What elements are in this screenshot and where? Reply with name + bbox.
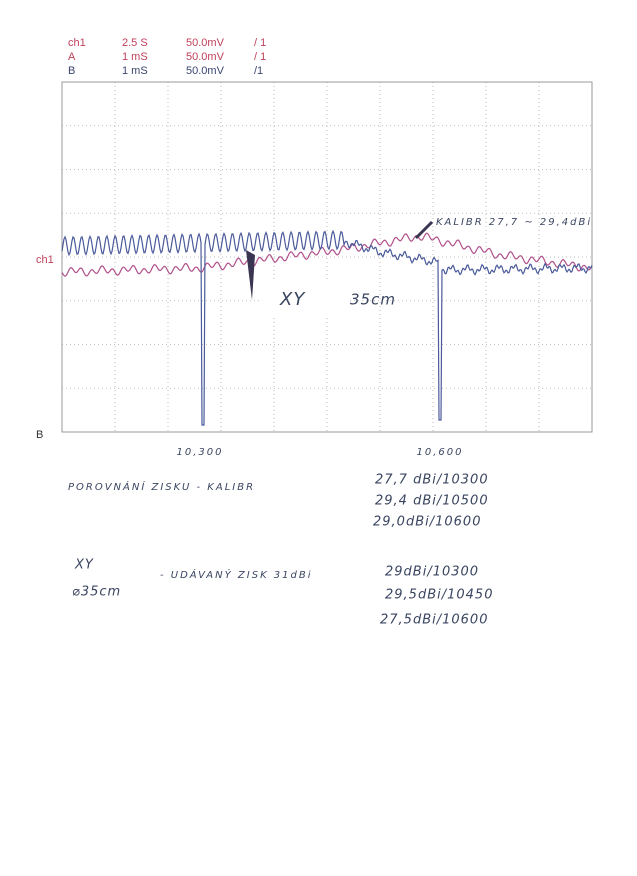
header-cell: A — [68, 51, 76, 63]
header-cell: 50.0mV — [186, 65, 225, 77]
note-row: 29,0dBi/10600 — [373, 515, 481, 530]
header-cell: 50.0mV — [186, 37, 225, 49]
trace-a — [61, 232, 593, 277]
trace-b — [61, 229, 593, 426]
trace-b-marker: B — [36, 429, 43, 441]
note-label: ⌀35cm — [72, 585, 121, 600]
note-row: 29dBi/10300 — [385, 565, 479, 580]
header-cell: / 1 — [254, 37, 266, 49]
annotation: KALIBR 27,7 ~ 29,4dBi — [436, 217, 592, 228]
note-title: POROVNÁNÍ ZISKU - KALIBR — [68, 480, 255, 493]
header-cell: /1 — [254, 65, 263, 77]
note-row: 29,4 dBi/10500 — [375, 494, 489, 509]
header-cell: 1 mS — [122, 65, 148, 77]
annotation: XY — [279, 289, 306, 310]
pen-arrow — [414, 220, 434, 240]
note-title: - UDÁVANÝ ZISK 31dBi — [160, 568, 313, 581]
header-cell: 2.5 S — [122, 37, 148, 49]
note-row: 27,7 dBi/10300 — [375, 473, 489, 488]
ch1-marker: ch1 — [36, 254, 54, 266]
header-cell: ch1 — [68, 37, 86, 49]
note-label: XY — [74, 558, 94, 573]
grid — [62, 82, 592, 432]
x-label: 10,300 — [177, 447, 224, 458]
graticule-frame — [61, 81, 593, 433]
note-row: 27,5dBi/10600 — [380, 613, 488, 628]
header-cell: 1 mS — [122, 51, 148, 63]
header-cell: 50.0mV — [186, 51, 225, 63]
x-label: 10,600 — [417, 447, 464, 458]
note-row: 29,5dBi/10450 — [385, 588, 493, 603]
header-cell: / 1 — [254, 51, 266, 63]
header-cell: B — [68, 65, 75, 77]
pen-mark — [246, 250, 255, 300]
header: ch1 2.5 S 50.0mV / 1 A 1 mS 50.0mV / 1 B 1 mS 50.0… — [68, 37, 266, 77]
annotation: 35cm — [350, 291, 396, 309]
label-patch — [262, 282, 347, 318]
